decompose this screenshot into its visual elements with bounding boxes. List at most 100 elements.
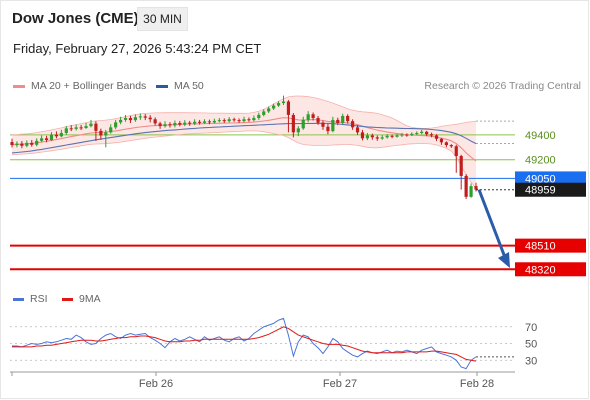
candle-body [415,132,419,134]
candle-body [74,127,78,129]
candle-body [410,133,414,136]
level-48510-tag [515,238,586,253]
title-bar: Dow Jones (CME) 30 MIN [0,0,590,36]
candle-body [321,122,325,127]
candle-body [202,121,207,123]
candle-body [20,143,24,146]
candle-body [54,134,59,137]
legend-bollinger: MA 20 + Bollinger Bands [13,80,146,92]
rsi-tick-70: 70 [525,322,537,334]
candle-body [173,123,177,126]
level-48510-label: 48510 [525,241,556,253]
candle-body [133,117,138,121]
last-price-tag [515,182,586,197]
legend-ma50-swatch [156,84,168,88]
candle-body [148,117,152,120]
candle-body [25,142,29,146]
ma-lines-layer [11,95,515,189]
candle-body [449,145,453,147]
level-48320-label: 48320 [525,264,556,276]
candle-body [247,119,251,121]
ma20-line [11,117,477,162]
candle-body [114,122,118,128]
level-49400-label: 49400 [525,130,556,142]
time-tick-label: Feb 27 [323,378,357,390]
candle-body [390,135,394,137]
candle-body [79,127,83,129]
candle-body [444,142,448,146]
forecast-arrow-shaft [477,189,508,261]
legend-rsi-swatch [13,297,24,301]
candles-layer [10,95,478,199]
candle-body [128,118,133,121]
candle-body [35,140,39,145]
level-48320-tag [515,262,586,277]
candle-body [420,131,424,133]
candle-body [252,118,256,121]
candle-body [336,119,340,124]
candle-body [232,119,236,121]
candle-body [331,119,335,132]
candle-body [306,114,310,120]
legend-ma50: MA 50 [156,80,204,92]
candle-body [385,135,389,138]
copyright-text: Research © 2026 Trading Central [424,80,581,92]
legend-9ma: 9MA [62,293,101,305]
candle-body [212,120,216,123]
candle-body [262,111,266,115]
candle-body [109,127,113,133]
candle-body [355,127,360,133]
candle-body [469,186,473,197]
candle-body [118,119,123,123]
candle-body [197,121,202,123]
legend-9ma-label: 9MA [79,293,101,305]
bollinger-upper-line [11,95,477,136]
legend-bollinger-swatch [13,84,25,88]
bollinger-lower-line [11,130,477,189]
candle-body [395,135,399,137]
candle-body [405,134,409,136]
legend-9ma-swatch [62,297,73,301]
legend-rsi-label: RSI [30,293,48,305]
time-tick-label: Feb 28 [460,378,494,390]
ma50-line [11,122,477,154]
candle-body [89,123,93,127]
candle-body [311,114,315,119]
candle-body [341,115,345,124]
candle-body [163,124,167,127]
candle-body [59,132,63,137]
bollinger-band [12,96,476,189]
candle-body [40,138,44,141]
candle-body [375,137,379,139]
candle-body [425,131,429,135]
last-price-label: 48959 [525,185,556,197]
rsi-ma9-line [12,326,477,362]
rsi-tick-30: 30 [525,355,537,367]
level-49050-label: 49050 [525,173,556,185]
legend-rsi: RSI [13,293,48,305]
timeframe-button[interactable]: 30 MIN [137,7,188,31]
chart-datetime: Friday, February 27, 2026 5:43:24 PM CET [13,41,262,56]
candle-body [193,121,197,124]
candle-body [64,128,68,133]
time-axis: Feb 26 Feb 27 Feb 28 [10,371,515,390]
candle-body [326,126,330,132]
candle-body [429,134,434,136]
bollinger-band-layer [12,96,476,189]
candle-body [158,123,162,127]
candle-body [10,142,14,146]
candle-body [439,138,444,143]
candle-body [400,134,404,136]
candle-body [360,132,365,139]
candle-body [30,142,34,145]
candle-body [291,114,295,133]
candle-body [272,105,276,109]
candle-body [69,128,73,130]
candle-body [459,156,463,176]
candle-body [168,124,172,126]
candle-body [49,134,54,141]
rsi-line [12,317,477,370]
candle-body [207,121,212,123]
